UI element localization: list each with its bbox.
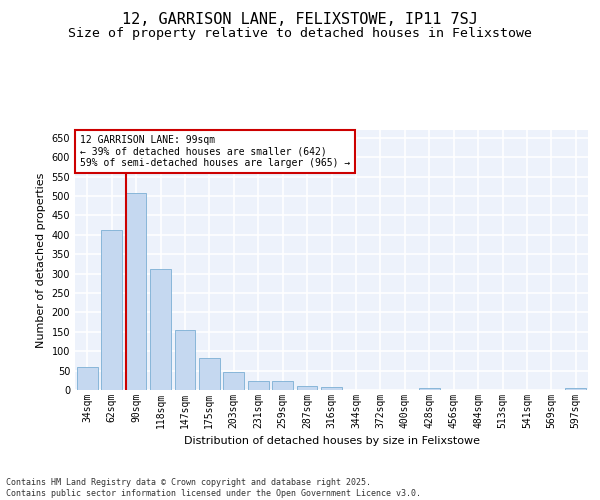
Bar	[77, 366, 98, 390]
Bar	[125, 194, 146, 390]
Bar	[101, 230, 122, 390]
Bar	[223, 372, 244, 390]
Text: 12, GARRISON LANE, FELIXSTOWE, IP11 7SJ: 12, GARRISON LANE, FELIXSTOWE, IP11 7SJ	[122, 12, 478, 28]
Text: 12 GARRISON LANE: 99sqm
← 39% of detached houses are smaller (642)
59% of semi-d: 12 GARRISON LANE: 99sqm ← 39% of detache…	[80, 135, 350, 168]
Bar	[248, 381, 269, 390]
Text: Size of property relative to detached houses in Felixstowe: Size of property relative to detached ho…	[68, 28, 532, 40]
Bar	[419, 388, 440, 390]
Bar	[565, 388, 586, 390]
Bar	[199, 358, 220, 390]
Bar	[175, 330, 196, 390]
X-axis label: Distribution of detached houses by size in Felixstowe: Distribution of detached houses by size …	[184, 436, 479, 446]
Bar	[296, 386, 317, 390]
Text: Contains HM Land Registry data © Crown copyright and database right 2025.
Contai: Contains HM Land Registry data © Crown c…	[6, 478, 421, 498]
Bar	[150, 269, 171, 390]
Bar	[321, 388, 342, 390]
Bar	[272, 380, 293, 390]
Y-axis label: Number of detached properties: Number of detached properties	[36, 172, 46, 348]
